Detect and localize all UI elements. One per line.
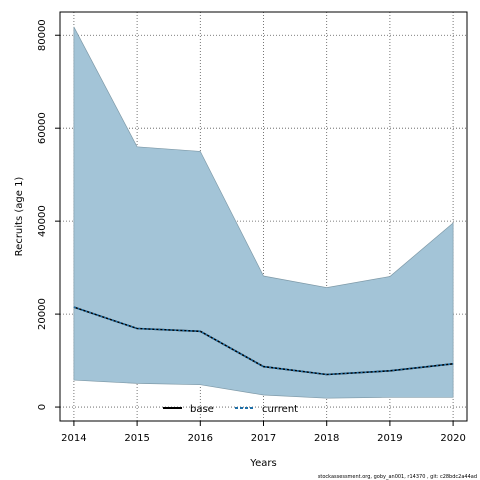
x-tick-label-2015: 2015: [124, 433, 149, 444]
y-tick-label-20000: 20000: [37, 298, 48, 330]
x-tick-label-2016: 2016: [188, 433, 213, 444]
estimate-line-current: [73, 306, 454, 376]
y-tick-label-0: 0: [37, 404, 48, 410]
y-tick-label-80000: 80000: [37, 19, 48, 51]
y-tick-label-60000: 60000: [37, 112, 48, 144]
x-tick-label-2018: 2018: [314, 433, 339, 444]
x-tick-label-2020: 2020: [440, 433, 465, 444]
y-axis-title: Recruits (age 1): [14, 177, 25, 257]
x-axis-title: Years: [249, 458, 276, 469]
confidence-band: [73, 26, 454, 399]
x-axis: 2014 2015 2016 2017 2018 2019 2020: [61, 421, 466, 444]
x-tick-label-2017: 2017: [251, 433, 276, 444]
legend-base-label: base: [190, 404, 214, 415]
x-tick-label-2019: 2019: [377, 433, 402, 444]
y-tick-label-40000: 40000: [37, 205, 48, 237]
footer-credit: stockassessment.org, goby_an001, r14370 …: [318, 474, 477, 480]
legend-current-label: current: [262, 404, 298, 415]
legend: base current: [163, 404, 298, 415]
x-tick-label-2014: 2014: [61, 433, 86, 444]
y-axis: 0 20000 40000 60000 80000: [37, 19, 60, 410]
